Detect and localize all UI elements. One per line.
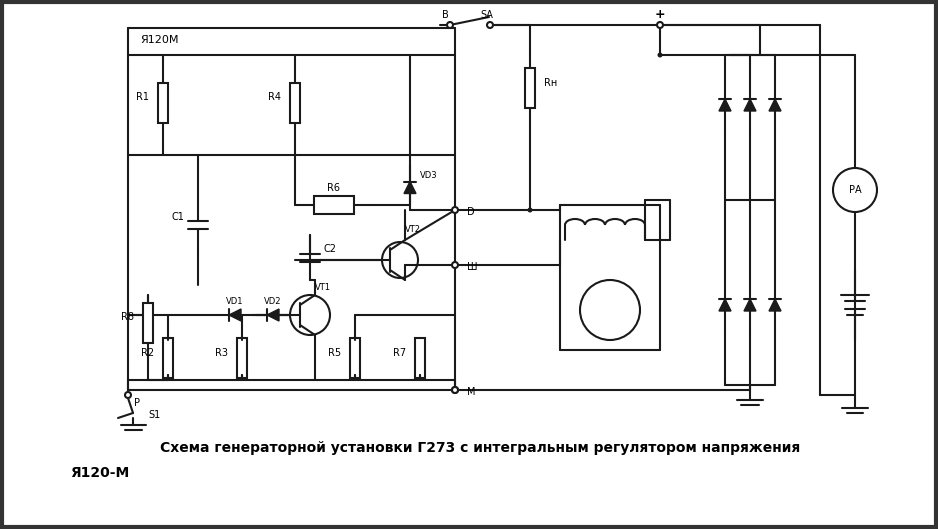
- Text: РА: РА: [849, 185, 861, 195]
- Text: Я120М: Я120М: [140, 35, 178, 45]
- Text: Rн: Rн: [544, 78, 557, 87]
- Circle shape: [452, 262, 458, 268]
- Circle shape: [452, 387, 458, 393]
- Text: +: +: [655, 8, 665, 22]
- Bar: [163, 338, 173, 378]
- Text: SA: SA: [480, 10, 493, 20]
- Circle shape: [580, 280, 640, 340]
- Text: S1: S1: [148, 410, 160, 420]
- Text: Я120-М: Я120-М: [70, 466, 129, 480]
- Circle shape: [125, 392, 131, 398]
- Text: VT2: VT2: [405, 225, 421, 234]
- Bar: [415, 338, 425, 378]
- Bar: [525, 68, 535, 107]
- Text: М: М: [467, 387, 476, 397]
- Bar: [290, 83, 300, 123]
- Text: Р: Р: [134, 398, 140, 408]
- Circle shape: [447, 22, 453, 28]
- Text: R5: R5: [328, 348, 341, 358]
- Text: VD2: VD2: [265, 296, 281, 306]
- Text: R8: R8: [121, 313, 134, 323]
- Polygon shape: [719, 99, 731, 111]
- Circle shape: [290, 295, 330, 335]
- Text: В: В: [442, 10, 448, 20]
- Circle shape: [657, 22, 663, 28]
- Circle shape: [382, 242, 418, 278]
- Text: VT1: VT1: [315, 282, 331, 291]
- Polygon shape: [769, 299, 781, 311]
- Bar: [237, 338, 247, 378]
- Text: R4: R4: [268, 93, 281, 103]
- Text: VD1: VD1: [226, 296, 244, 306]
- Text: Ш: Ш: [467, 262, 477, 272]
- Circle shape: [658, 52, 662, 58]
- Text: R7: R7: [393, 348, 406, 358]
- Text: R3: R3: [215, 348, 228, 358]
- Text: C1: C1: [171, 212, 184, 222]
- Text: D: D: [467, 207, 475, 217]
- Polygon shape: [267, 309, 279, 321]
- Polygon shape: [744, 99, 756, 111]
- Text: R6: R6: [327, 183, 340, 193]
- Text: C2: C2: [324, 244, 337, 254]
- Polygon shape: [404, 181, 416, 194]
- Bar: [350, 338, 360, 378]
- Bar: [158, 83, 168, 123]
- Bar: [314, 196, 354, 214]
- Circle shape: [452, 387, 458, 393]
- Polygon shape: [769, 99, 781, 111]
- Circle shape: [527, 207, 533, 213]
- Bar: [143, 303, 153, 342]
- Polygon shape: [744, 299, 756, 311]
- Circle shape: [487, 22, 493, 28]
- Text: R1: R1: [136, 93, 149, 103]
- Polygon shape: [719, 299, 731, 311]
- Circle shape: [833, 168, 877, 212]
- Text: R2: R2: [141, 348, 154, 358]
- Text: Схема генераторной установки Г273 с интегральным регулятором напряжения: Схема генераторной установки Г273 с инте…: [159, 441, 800, 455]
- Polygon shape: [229, 309, 241, 321]
- Circle shape: [452, 207, 458, 213]
- Text: VD3: VD3: [420, 170, 438, 179]
